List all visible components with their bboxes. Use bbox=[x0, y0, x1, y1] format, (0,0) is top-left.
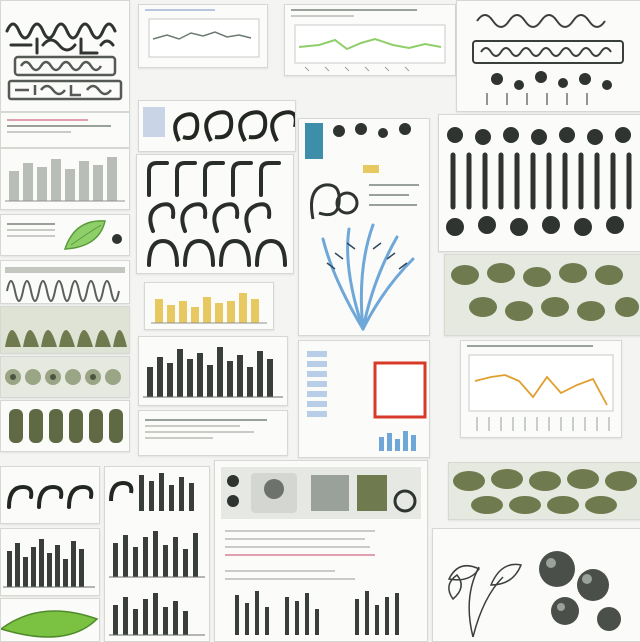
olive-pattern-right bbox=[444, 254, 640, 336]
bead-ornament-panel bbox=[438, 114, 640, 252]
leaf-illustration bbox=[63, 220, 122, 250]
bar-chart-column-b bbox=[104, 466, 210, 642]
green-line-chart-graphic bbox=[294, 24, 446, 72]
bar-chart-thumbnail-left bbox=[0, 148, 130, 210]
botanical-sketch bbox=[447, 551, 621, 638]
orange-line-chart-graphic bbox=[468, 354, 614, 431]
green-leaf-bottom-left bbox=[0, 598, 100, 642]
ornament-card-top-right bbox=[456, 0, 640, 112]
grey-bar-graphic bbox=[5, 157, 125, 202]
pattern-strip-left-a bbox=[0, 260, 130, 304]
coral-illustration bbox=[305, 123, 419, 331]
olive-pattern-left-c bbox=[0, 356, 130, 398]
bead-ornament-icon bbox=[446, 127, 632, 236]
ornament-scribble-graphic bbox=[472, 14, 624, 105]
curl-glyph-panel-bottom-left bbox=[0, 466, 100, 524]
curl-glyph-graphic bbox=[143, 107, 295, 142]
caption-lines bbox=[145, 9, 261, 15]
pattern-tile bbox=[5, 267, 125, 302]
document-graphic bbox=[221, 467, 421, 635]
document-thumbnail-panel bbox=[214, 460, 428, 642]
bracket-glyph-graphic bbox=[147, 161, 287, 267]
text-block-left-a bbox=[0, 112, 130, 148]
lettering-panel bbox=[0, 0, 130, 112]
line-chart-thumbnail-b bbox=[284, 4, 456, 76]
curl-glyph-icon bbox=[7, 484, 94, 509]
line-chart-graphic bbox=[148, 18, 260, 58]
column-pattern bbox=[9, 409, 123, 443]
beaded-pattern bbox=[1, 357, 129, 397]
botanical-sketch-panel bbox=[432, 528, 640, 642]
orange-line-chart-thumbnail bbox=[460, 340, 622, 438]
leaf-illustration bbox=[1, 610, 99, 638]
olive-scale-pattern bbox=[1, 307, 129, 353]
dark-bar-graphic bbox=[143, 347, 283, 398]
leaf-card bbox=[0, 214, 130, 256]
glyph-grid-panel bbox=[136, 154, 294, 274]
bar-chart-bottom-left bbox=[0, 528, 100, 596]
caption-lines bbox=[467, 345, 615, 351]
yellow-bar-graphic bbox=[151, 293, 267, 324]
caption-lines bbox=[7, 119, 123, 137]
text-block-centre-left bbox=[138, 410, 288, 456]
olive-blob-pattern bbox=[445, 255, 640, 335]
caption-lines bbox=[291, 9, 449, 21]
table-with-frame-panel bbox=[298, 340, 430, 458]
caption-lines bbox=[7, 223, 55, 241]
coral-illustration-panel bbox=[298, 118, 430, 336]
olive-pattern-left-b bbox=[0, 306, 130, 354]
olive-pattern-left-d bbox=[0, 400, 130, 452]
caption-lines bbox=[145, 419, 281, 443]
olive-blob-pattern bbox=[449, 463, 640, 519]
scribble-lettering-graphic bbox=[5, 22, 123, 101]
table-frame-graphic bbox=[307, 351, 427, 451]
olive-pattern-bottom-right bbox=[448, 462, 640, 520]
dark-bar-graphic bbox=[3, 539, 95, 588]
line-chart-thumbnail-a bbox=[138, 4, 268, 68]
stacked-bar-thumbnails bbox=[109, 473, 205, 636]
dark-bar-chart-thumbnail bbox=[138, 336, 288, 406]
curl-glyph-strip bbox=[138, 100, 296, 152]
yellow-bar-chart-thumbnail bbox=[144, 282, 274, 330]
